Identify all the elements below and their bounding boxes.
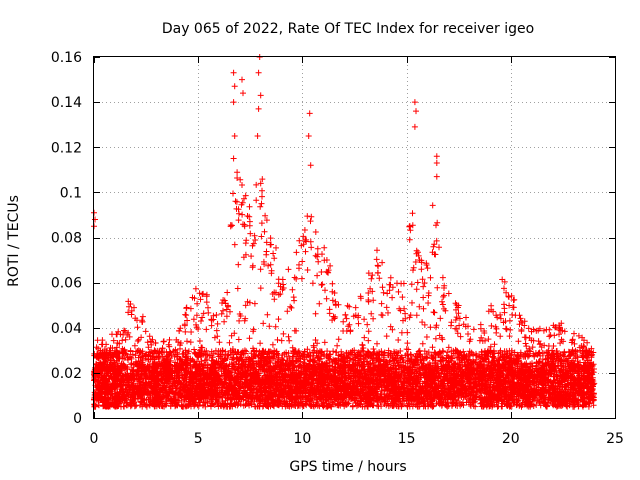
y-tick-label: 0.12 xyxy=(51,140,82,156)
x-tick-label: 20 xyxy=(502,431,520,447)
x-tick-label: 25 xyxy=(606,431,624,447)
data-points xyxy=(91,54,598,410)
x-tick-labels: 0 5 10 15 20 25 xyxy=(90,431,624,447)
x-tick-label: 10 xyxy=(293,431,311,447)
y-tick-label: 0.06 xyxy=(51,276,82,292)
y-tick-label: 0.04 xyxy=(51,321,82,337)
y-tick-label: 0.16 xyxy=(51,50,82,66)
roti-markers xyxy=(91,54,598,410)
chart-title: Day 065 of 2022, Rate Of TEC Index for r… xyxy=(162,21,534,37)
y-tick-label: 0 xyxy=(73,411,82,427)
y-tick-label: 0.1 xyxy=(60,185,82,201)
y-axis-label: ROTI / TECUs xyxy=(6,195,22,287)
x-axis-label: GPS time / hours xyxy=(289,459,406,475)
plot-frame xyxy=(93,56,616,419)
y-tick-label: 0.08 xyxy=(51,231,82,247)
x-tick-label: 0 xyxy=(90,431,99,447)
y-tick-label: 0.14 xyxy=(51,95,82,111)
x-tick-label: 5 xyxy=(194,431,203,447)
y-tick-labels: 0 0.02 0.04 0.06 0.08 0.1 0.12 0.14 0.16 xyxy=(51,50,82,427)
x-tick-label: 15 xyxy=(398,431,416,447)
y-tick-label: 0.02 xyxy=(51,366,82,382)
axis-ticks xyxy=(94,57,616,419)
